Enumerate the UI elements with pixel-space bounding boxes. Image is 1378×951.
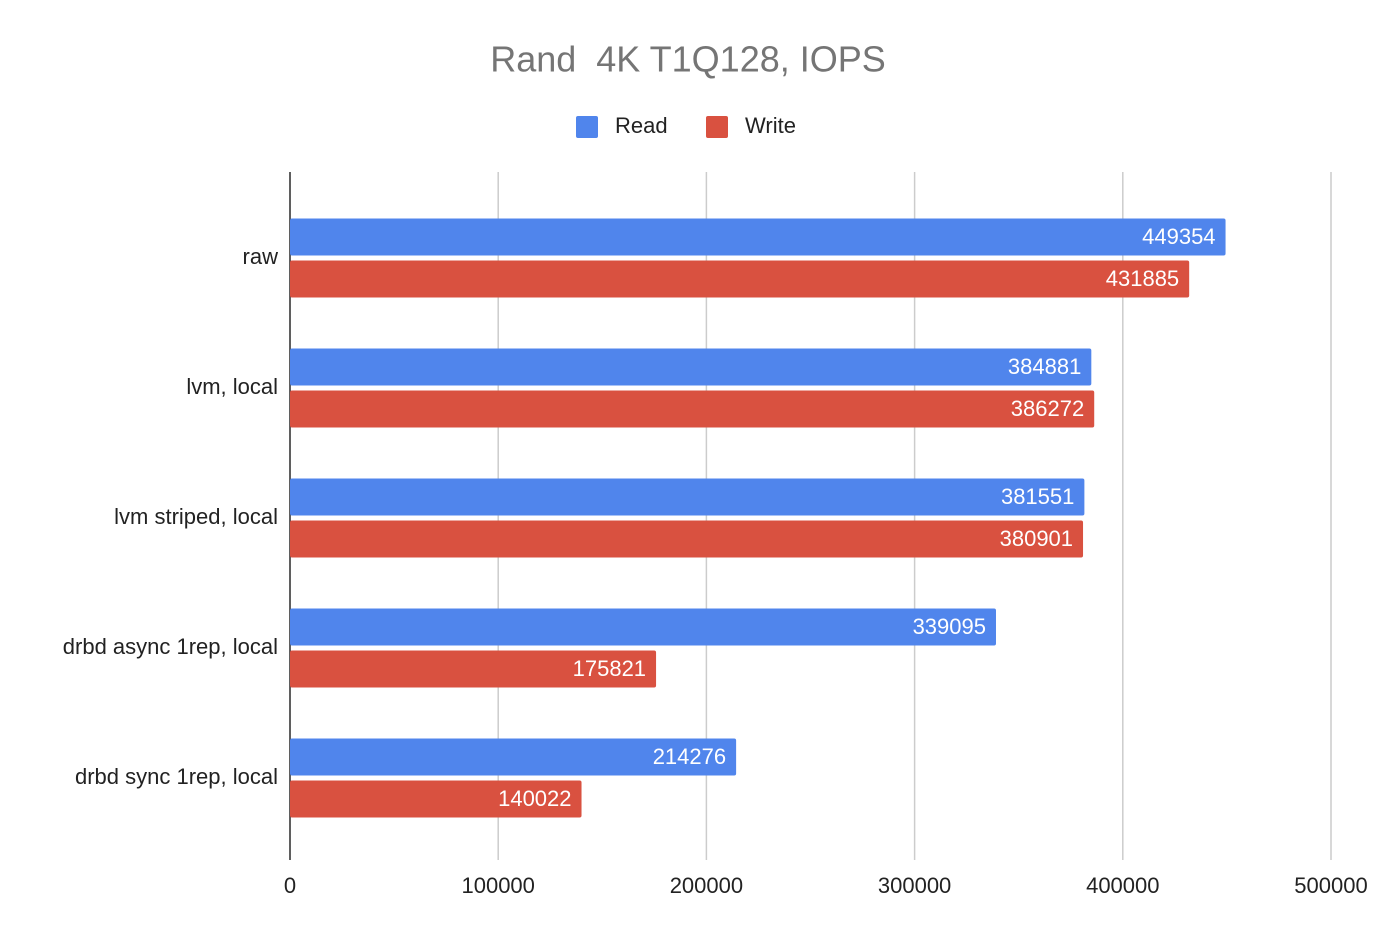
value-label: 339095 <box>913 614 986 639</box>
x-tick-label: 200000 <box>670 873 743 898</box>
bar <box>290 738 737 776</box>
value-label: 380901 <box>1000 526 1073 551</box>
y-tick-label: drbd async 1rep, local <box>63 634 278 659</box>
value-label: 175821 <box>573 656 646 681</box>
x-tick-label: 100000 <box>461 873 534 898</box>
bar <box>290 218 1226 256</box>
bar <box>290 478 1085 516</box>
x-tick-label: 300000 <box>878 873 951 898</box>
value-label: 381551 <box>1001 484 1074 509</box>
value-label: 449354 <box>1142 224 1215 249</box>
bar <box>290 650 657 688</box>
bar <box>290 348 1092 386</box>
legend-swatch <box>576 116 598 138</box>
y-tick-label: raw <box>243 244 279 269</box>
y-tick-label: drbd sync 1rep, local <box>75 764 278 789</box>
bar <box>290 520 1084 558</box>
y-tick-label: lvm, local <box>186 374 278 399</box>
legend-label: Read <box>615 113 668 138</box>
value-label: 386272 <box>1011 396 1084 421</box>
value-label: 140022 <box>498 786 571 811</box>
chart-title: Rand 4K T1Q128, IOPS <box>490 39 886 80</box>
y-tick-label: lvm striped, local <box>114 504 278 529</box>
bar <box>290 390 1095 428</box>
bar <box>290 608 996 646</box>
value-label: 214276 <box>653 744 726 769</box>
x-tick-label: 400000 <box>1086 873 1159 898</box>
x-tick-label: 500000 <box>1294 873 1367 898</box>
legend-label: Write <box>745 113 796 138</box>
value-label: 384881 <box>1008 354 1081 379</box>
legend-swatch <box>706 116 728 138</box>
bar <box>290 780 582 818</box>
value-label: 431885 <box>1106 266 1179 291</box>
x-tick-label: 0 <box>284 873 296 898</box>
bar <box>290 260 1190 298</box>
